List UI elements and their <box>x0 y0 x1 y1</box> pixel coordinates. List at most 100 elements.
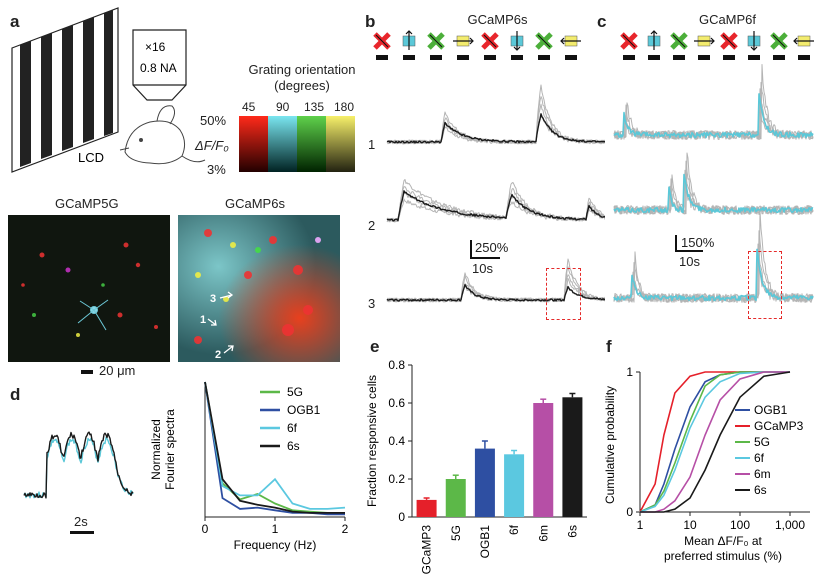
stimulus-arrow <box>650 30 658 50</box>
stimulus-icon <box>535 32 553 50</box>
stimulus-period-bar <box>376 55 388 60</box>
x-axis-label: Frequency (Hz) <box>234 538 317 552</box>
panel-c-traces <box>613 64 814 303</box>
panel-b-highlight-box <box>546 268 581 320</box>
panel-d-time-scale-bar <box>70 531 94 534</box>
trace-trial <box>613 210 814 303</box>
scale-bar-20um <box>81 370 93 374</box>
trace-mean <box>386 190 605 222</box>
grating-title-line2: (degrees) <box>274 78 330 93</box>
y-tick-label: 0 <box>626 505 633 519</box>
stimulus-icon <box>647 30 661 50</box>
panel-d-label: d <box>10 385 21 404</box>
y-axis-label: Cumulative probability <box>603 386 617 504</box>
gcamp5g-micrograph <box>8 215 170 362</box>
stimulus-icon <box>793 35 814 47</box>
stimulus-icon <box>481 32 499 50</box>
panel-b-row-3: 3 <box>368 296 376 311</box>
x-tick-label: 1 <box>272 522 279 536</box>
panel-b-scale-x-bar <box>470 257 500 259</box>
legend-label: GCaMP3 <box>754 419 804 433</box>
stimulus-period-bar <box>511 55 523 60</box>
lcd-screen <box>11 7 119 173</box>
stimulus-arrow <box>694 37 715 45</box>
legend-label: 5G <box>287 385 303 399</box>
x-axis-label: Mean ΔF/F₀ at <box>684 534 762 548</box>
x-tick-label: GCaMP3 <box>420 525 434 575</box>
panel-e-label: e <box>370 337 380 356</box>
bar <box>562 397 583 517</box>
panel-d-time-scale: 2s <box>74 514 88 529</box>
stimulus-icon <box>770 32 788 50</box>
cell-label-3: 3 <box>210 293 216 305</box>
panel-b-scale-y-bar <box>470 240 472 258</box>
stimulus-arrow <box>513 31 521 51</box>
grating-angle-45: 45 <box>242 100 256 114</box>
mouse-icon <box>119 105 206 165</box>
fourier-spectra-chart: NormalizedFourier spectra 0 1 2 Frequency (H… <box>150 381 349 552</box>
x-tick-label: 10 <box>683 518 697 532</box>
objective-na: 0.8 NA <box>140 61 177 75</box>
panel-c-highlight-box <box>748 251 782 319</box>
y-axis-label-line: Normalized <box>150 419 163 480</box>
x-tick-label: 5G <box>449 525 463 541</box>
bar <box>474 448 495 517</box>
objective-icon <box>132 29 187 101</box>
stimulus-period-bar <box>430 55 442 60</box>
series-line <box>204 381 345 514</box>
trace-trial <box>613 152 814 215</box>
cell-label-1: 1 <box>200 314 206 326</box>
panel-b-row-2: 2 <box>368 218 376 233</box>
scale-bar-20um-label: 20 μm <box>99 363 136 378</box>
stimulus-period-bar <box>648 55 660 60</box>
cell-arrow-3 <box>219 291 234 299</box>
legend-label: 6s <box>287 439 300 453</box>
y-tick-label: 0 <box>398 510 405 524</box>
x-tick-label: 0 <box>202 522 209 536</box>
stimulus-arrow <box>537 34 551 48</box>
panel-b-scale-y: 250% <box>475 240 509 255</box>
stimulus-arrow <box>793 37 814 45</box>
panel-c-label: c <box>597 12 607 31</box>
bar <box>445 479 466 517</box>
stimulus-icon <box>620 32 638 50</box>
panel-a-setup: LCD ×16 0.8 NA <box>11 7 206 173</box>
stimulus-arrow <box>672 34 686 48</box>
cell-arrow-1 <box>207 318 217 326</box>
stimulus-period-bar <box>723 55 735 60</box>
panel-d-time-traces <box>23 431 134 499</box>
stimulus-arrow <box>453 37 474 45</box>
grating-angle-90: 90 <box>276 100 290 114</box>
grating-title: Grating orientation (degrees) <box>227 62 377 94</box>
stimulus-arrow <box>750 31 758 51</box>
y-tick-label: 0.8 <box>388 358 405 372</box>
stimulus-arrow <box>772 34 786 48</box>
stimulus-icon <box>510 31 524 51</box>
image-right-title: GCaMP6s <box>225 196 285 211</box>
bar <box>504 454 525 517</box>
x-tick-label: 2 <box>342 522 349 536</box>
stimulus-arrow <box>722 34 736 48</box>
stimulus-period-bar <box>538 55 550 60</box>
stimulus-arrow <box>429 34 443 48</box>
grating-angle-180: 180 <box>334 100 355 114</box>
trace-trial <box>613 88 814 140</box>
x-tick-label: 100 <box>730 518 750 532</box>
stimulus-icon <box>670 32 688 50</box>
trace-mean <box>386 113 605 144</box>
stimulus-icon <box>427 32 445 50</box>
trace-mean <box>613 173 814 214</box>
series-line <box>204 381 345 516</box>
legend-label: OGB1 <box>754 403 788 417</box>
grating-angle-135: 135 <box>304 100 325 114</box>
stimulus-period-bar <box>673 55 685 60</box>
image-left-title: GCaMP5G <box>55 196 119 211</box>
lcd-label: LCD <box>78 150 104 165</box>
colorbar-top-label: 50% <box>200 113 227 128</box>
bar <box>416 499 437 517</box>
stimulus-icon <box>560 35 581 47</box>
x-tick-label: 1 <box>637 518 644 532</box>
responsive-cells-chart: 0 0.2 0.4 0.6 0.8 Fraction responsive cells GC… <box>365 358 587 575</box>
x-tick-label: OGB1 <box>478 525 492 559</box>
gcamp6s-micrograph: 3 1 2 <box>178 215 340 362</box>
